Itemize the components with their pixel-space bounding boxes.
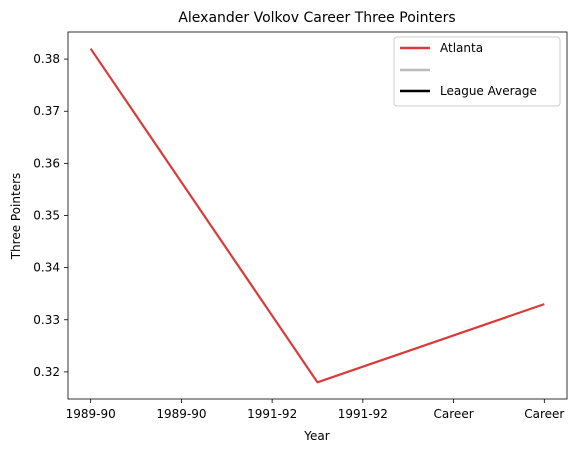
y-tick-label: 0.32 [33, 365, 60, 379]
y-tick-label: 0.36 [33, 156, 60, 170]
y-tick-label: 0.37 [33, 104, 60, 118]
x-tick-label: Career [434, 407, 474, 421]
y-tick-label: 0.35 [33, 209, 60, 223]
x-tick-label: 1989-90 [66, 407, 116, 421]
x-tick-label: 1991-92 [247, 407, 297, 421]
x-axis-label: Year [303, 429, 329, 443]
y-axis-label: Three Pointers [9, 173, 23, 261]
x-tick-label: 1989-90 [156, 407, 206, 421]
y-axis-ticks: 0.32 0.33 0.34 0.35 0.36 0.37 0.38 [33, 52, 68, 379]
legend: Atlanta League Average [393, 36, 561, 107]
x-tick-label: 1991-92 [338, 407, 388, 421]
x-axis-ticks: 1989-90 1989-90 1991-92 1991-92 Career Career [66, 399, 564, 421]
x-tick-label: Career [524, 407, 564, 421]
legend-label-atlanta: Atlanta [440, 41, 483, 55]
legend-box [393, 36, 561, 107]
y-tick-label: 0.33 [33, 313, 60, 327]
y-tick-label: 0.38 [33, 52, 60, 66]
y-tick-label: 0.34 [33, 261, 60, 275]
series-layer [89, 48, 545, 384]
legend-label-league-average: League Average [440, 84, 537, 98]
chart-title: Alexander Volkov Career Three Pointers [178, 10, 455, 26]
